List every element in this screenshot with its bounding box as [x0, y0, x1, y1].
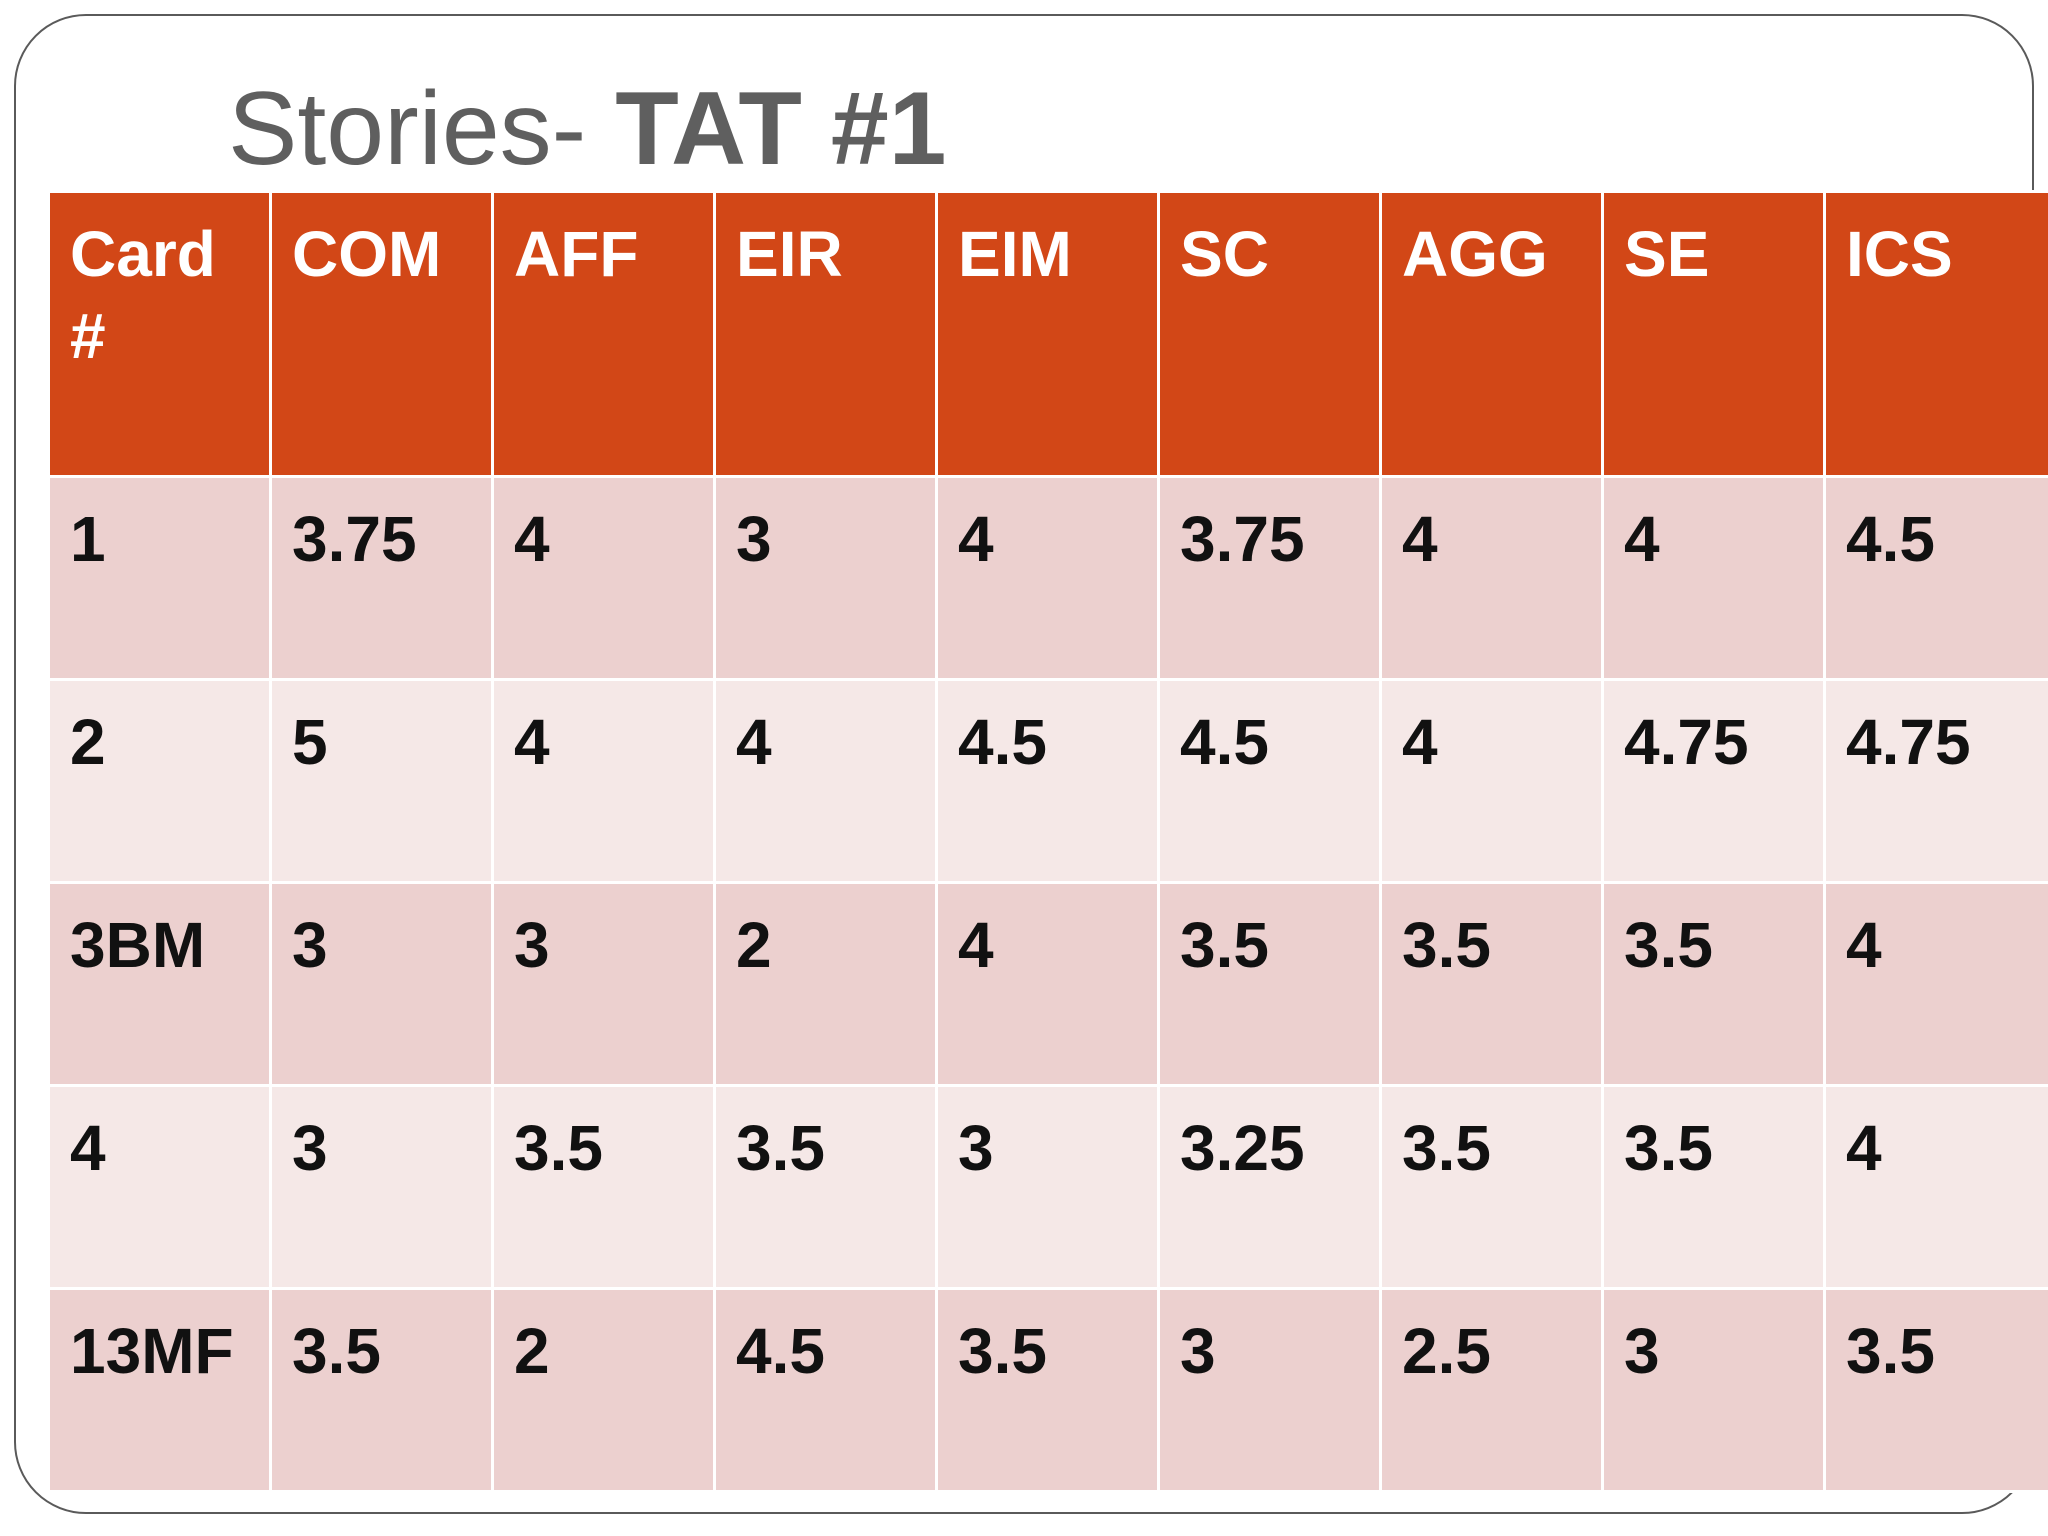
table-row: 2 5 4 4 4.5 4.5 4 4.75 4.75: [47, 678, 2048, 884]
table-cell: 4.5: [935, 678, 1160, 884]
table-cell: 2: [713, 881, 938, 1087]
table-cell: 4: [1379, 475, 1604, 681]
table-cell: 4: [935, 881, 1160, 1087]
header-cell-agg: AGG: [1379, 190, 1604, 478]
table-cell: 3: [1601, 1287, 1826, 1493]
header-cell-eir: EIR: [713, 190, 938, 478]
table-cell: 4: [1379, 678, 1604, 884]
table-cell: 4.5: [1823, 475, 2048, 681]
header-cell-aff: AFF: [491, 190, 716, 478]
table-cell: 3.5: [1601, 881, 1826, 1087]
scores-table: Card # COM AFF EIR EIM SC AGG SE ICS 1 3…: [47, 190, 2048, 1493]
header-cell-card: Card #: [47, 190, 272, 478]
table-cell: 4.5: [713, 1287, 938, 1493]
table-cell: 3.5: [1379, 1084, 1604, 1290]
table-cell: 3: [491, 881, 716, 1087]
header-cell-eim: EIM: [935, 190, 1160, 478]
table-cell: 3.5: [269, 1287, 494, 1493]
table-cell: 4.75: [1601, 678, 1826, 884]
table-cell: 13MF: [47, 1287, 272, 1493]
table-cell: 3.5: [1823, 1287, 2048, 1493]
slide-title-bold: TAT #1: [615, 71, 947, 187]
table-cell: 3BM: [47, 881, 272, 1087]
table-cell: 3: [935, 1084, 1160, 1290]
table-cell: 3.75: [269, 475, 494, 681]
table-cell: 4: [1601, 475, 1826, 681]
table-header-row: Card # COM AFF EIR EIM SC AGG SE ICS: [47, 190, 2048, 478]
table-cell: 3.75: [1157, 475, 1382, 681]
table-cell: 4.75: [1823, 678, 2048, 884]
table-row: 4 3 3.5 3.5 3 3.25 3.5 3.5 4: [47, 1084, 2048, 1290]
table-cell: 4: [47, 1084, 272, 1290]
table-cell: 3.5: [491, 1084, 716, 1290]
table-cell: 3.5: [1157, 881, 1382, 1087]
header-cell-sc: SC: [1157, 190, 1382, 478]
table-cell: 4.5: [1157, 678, 1382, 884]
table-cell: 4: [491, 678, 716, 884]
table-cell: 3: [713, 475, 938, 681]
table-cell: 4: [491, 475, 716, 681]
table-row: 1 3.75 4 3 4 3.75 4 4 4.5: [47, 475, 2048, 681]
header-cell-com: COM: [269, 190, 494, 478]
table-cell: 3.5: [713, 1084, 938, 1290]
table-cell: 3.25: [1157, 1084, 1382, 1290]
table-cell: 5: [269, 678, 494, 884]
table-cell: 1: [47, 475, 272, 681]
table-cell: 2: [491, 1287, 716, 1493]
table-cell: 3.5: [1379, 881, 1604, 1087]
table-row: 13MF 3.5 2 4.5 3.5 3 2.5 3 3.5: [47, 1287, 2048, 1493]
table-cell: 4: [713, 678, 938, 884]
table-cell: 4: [1823, 1084, 2048, 1290]
table-cell: 3.5: [935, 1287, 1160, 1493]
slide-title: Stories- TAT #1: [228, 64, 947, 194]
table-cell: 4: [935, 475, 1160, 681]
slide-title-prefix: Stories-: [228, 71, 616, 187]
table-cell: 3.5: [1601, 1084, 1826, 1290]
table-cell: 3: [1157, 1287, 1382, 1493]
header-cell-se: SE: [1601, 190, 1826, 478]
header-cell-ics: ICS: [1823, 190, 2048, 478]
table-cell: 4: [1823, 881, 2048, 1087]
table-cell: 3: [269, 881, 494, 1087]
table-cell: 2: [47, 678, 272, 884]
table-row: 3BM 3 3 2 4 3.5 3.5 3.5 4: [47, 881, 2048, 1087]
table-cell: 3: [269, 1084, 494, 1290]
table-cell: 2.5: [1379, 1287, 1604, 1493]
